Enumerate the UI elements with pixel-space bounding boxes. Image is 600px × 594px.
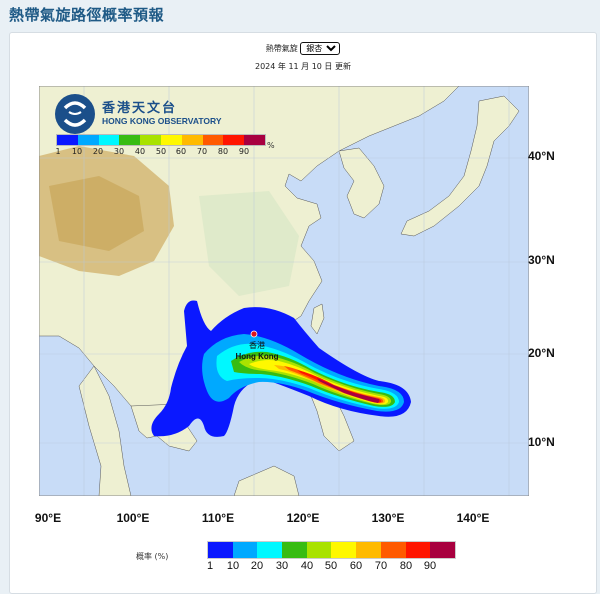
hko-logo-chinese: 香港天文台 — [102, 101, 178, 116]
hko-logo-icon — [55, 94, 95, 134]
inset-legend-colorbar — [56, 134, 266, 146]
hong-kong-marker — [250, 330, 258, 338]
legend-swatch — [77, 135, 99, 145]
legend-swatch — [244, 135, 265, 145]
lat-label-30: 30°N — [528, 253, 555, 267]
page-title: 熱帶氣旋路徑概率預報 — [9, 6, 165, 24]
lon-label-130: 130°E — [371, 511, 405, 525]
legend-title: 概率 (%) — [136, 552, 169, 561]
cyclone-selector-label: 熱帶氣旋 — [265, 44, 298, 53]
legend-colorbar — [207, 541, 456, 559]
lon-label-140: 140°E — [456, 511, 490, 525]
inset-legend-unit: % — [267, 141, 275, 150]
inset-legend-ticks: 1 10 20 30 40 50 60 70 80 90 — [55, 147, 250, 156]
legend-swatch — [119, 135, 141, 145]
legend-swatch — [257, 542, 283, 558]
legend-swatch — [282, 542, 307, 558]
legend-swatch — [430, 542, 455, 558]
lon-label-90: 90°E — [34, 511, 62, 525]
legend-swatch — [380, 542, 406, 558]
legend-swatch — [208, 542, 233, 558]
legend-ticks: 1 10 20 30 40 50 60 70 80 90 — [206, 560, 437, 572]
legend-swatch — [98, 135, 120, 145]
legend-swatch — [181, 135, 203, 145]
lon-label-110: 110°E — [201, 511, 235, 525]
legend-swatch — [223, 135, 245, 145]
update-timestamp: 2024 年 11 月 10 日 更新 — [255, 62, 351, 71]
legend-swatch — [202, 135, 224, 145]
lon-label-120: 120°E — [286, 511, 320, 525]
hko-logo-english: HONG KONG OBSERVATORY — [102, 116, 222, 126]
legend-swatch — [232, 542, 258, 558]
legend-swatch — [140, 135, 161, 145]
legend-swatch — [356, 542, 381, 558]
lat-label-40: 40°N — [528, 149, 555, 163]
probability-legend: 概率 (%) 1 10 20 30 40 50 60 70 80 90 — [10, 541, 596, 581]
svg-text:Hong Kong: Hong Kong — [235, 352, 278, 361]
lon-label-100: 100°E — [116, 511, 150, 525]
hko-logo: 香港天文台 HONG KONG OBSERVATORY — [55, 94, 305, 134]
cyclone-select[interactable]: 銀杏 — [300, 42, 341, 55]
legend-swatch — [306, 542, 332, 558]
lat-label-10: 10°N — [528, 435, 555, 449]
forecast-panel: 熱帶氣旋 銀杏 2024 年 11 月 10 日 更新 — [9, 32, 597, 594]
legend-swatch — [331, 542, 357, 558]
legend-swatch — [405, 542, 431, 558]
probability-map: 香港 Hong Kong 香港天文台 HONG KONG OBSERVATORY — [39, 86, 529, 496]
lat-label-20: 20°N — [528, 346, 555, 360]
legend-swatch — [57, 135, 78, 145]
cyclone-selector-row: 熱帶氣旋 銀杏 — [10, 42, 596, 55]
map-inset-legend: 1 10 20 30 40 50 60 70 80 90 % — [55, 134, 275, 158]
svg-text:香港: 香港 — [249, 340, 265, 350]
legend-swatch — [160, 135, 182, 145]
